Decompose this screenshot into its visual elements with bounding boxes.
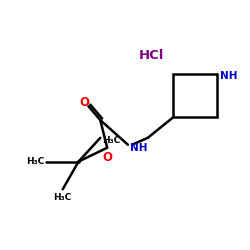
Text: H₃C: H₃C	[54, 193, 72, 202]
Text: NH: NH	[220, 70, 238, 81]
Text: H₃C: H₃C	[26, 157, 44, 166]
Text: O: O	[80, 96, 90, 109]
Text: NH: NH	[130, 143, 148, 153]
Text: HCl: HCl	[139, 49, 164, 62]
Text: O: O	[102, 151, 112, 164]
Text: H₃C: H₃C	[102, 136, 120, 145]
